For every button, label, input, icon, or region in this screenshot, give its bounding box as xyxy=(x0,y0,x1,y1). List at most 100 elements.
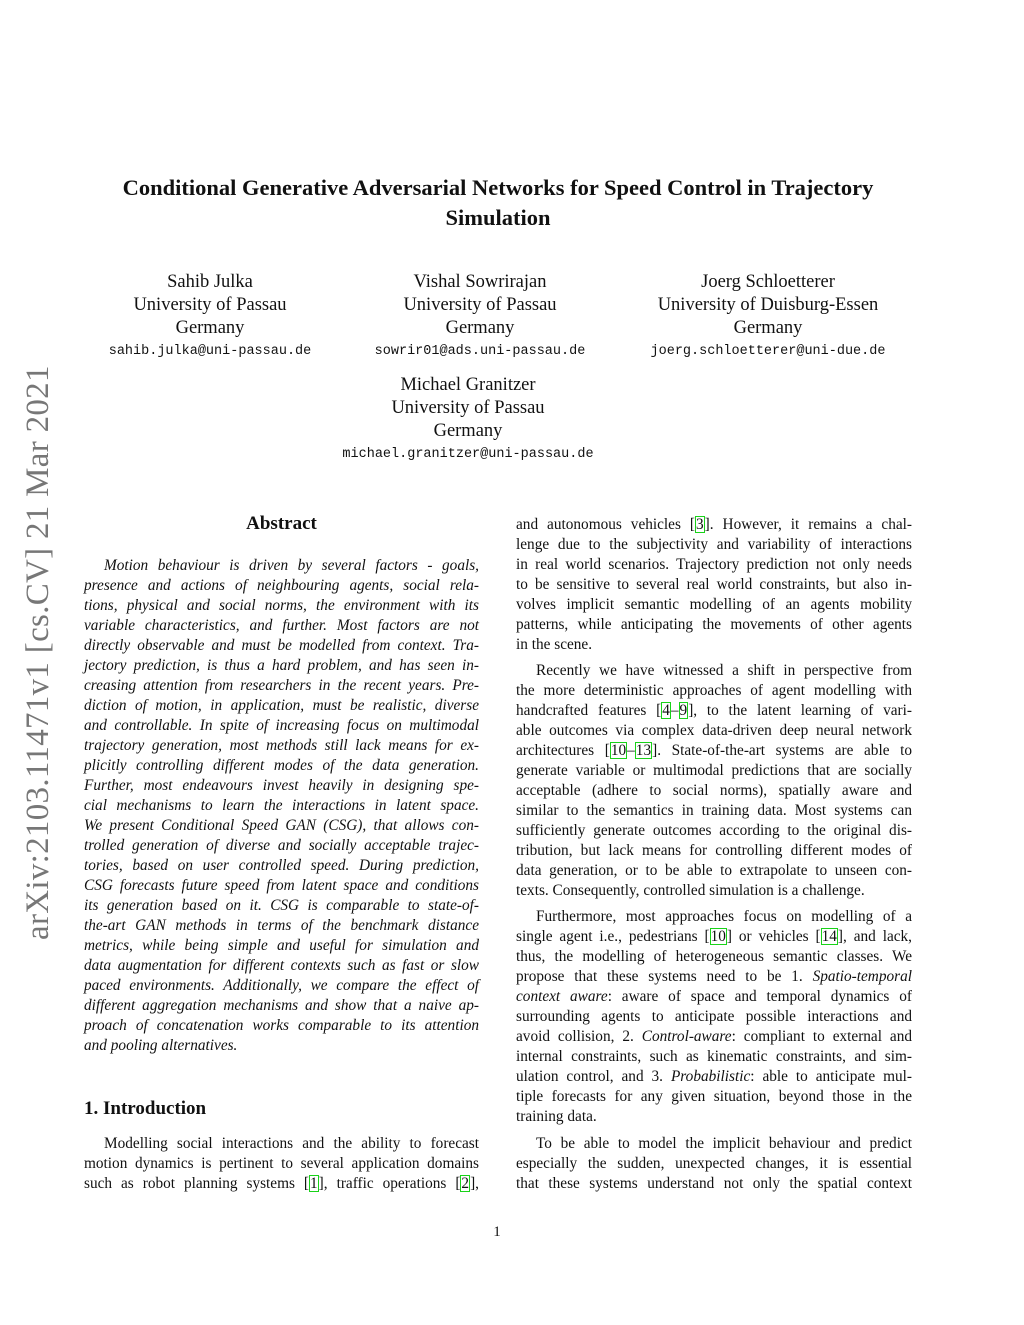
text-line: CSG forecasts future speed from latent s… xyxy=(84,877,479,894)
text-line: To be able to model the implicit behavio… xyxy=(536,1135,912,1152)
text-line: texts. Consequently, controlled simulati… xyxy=(516,882,865,899)
text-line: jectory prediction, is thus a hard probl… xyxy=(84,657,479,674)
text-line: ulation control, and 3. Probabilistic: a… xyxy=(516,1068,912,1085)
citation-link[interactable]: 1 xyxy=(309,1175,319,1192)
text-line: similar to the semantics in training dat… xyxy=(516,802,912,819)
text-line: Further, most endeavours invest heavily … xyxy=(84,777,479,794)
text-line: trolled generation of diverse and social… xyxy=(84,837,479,854)
text-line: proach of concatenation works comparable… xyxy=(84,1017,479,1034)
citation-link[interactable]: 2 xyxy=(460,1175,471,1192)
author-name: Michael Granitzer xyxy=(400,375,536,395)
text-line: such as robot planning systems [1], traf… xyxy=(84,1175,479,1192)
text-line: and autonomous vehicles [3]. However, it… xyxy=(516,516,912,533)
author-name: Sahib Julka xyxy=(167,272,253,292)
text-line: in the scene. xyxy=(516,636,593,653)
text-line: Motion behaviour is driven by several fa… xyxy=(104,557,479,574)
title-line: Conditional Generative Adversarial Netwo… xyxy=(122,175,874,200)
title-line: Simulation xyxy=(445,205,551,230)
text-line: lenge due to the subjectivity and variab… xyxy=(516,536,912,553)
text-line: its generation based on it. CSG is compa… xyxy=(84,897,479,914)
author-email: michael.granitzer@uni-passau.de xyxy=(342,447,594,462)
author-affiliation: University of Passau xyxy=(403,295,557,315)
author-block: Sahib Julka University of Passau Germany… xyxy=(50,271,370,362)
section-heading: 1. Introduction xyxy=(84,1098,207,1119)
citation-link[interactable]: 13 xyxy=(634,742,653,759)
citation-link[interactable]: 4 xyxy=(661,702,671,719)
citation-link[interactable]: 3 xyxy=(695,516,705,533)
author-block: Michael Granitzer University of Passau G… xyxy=(308,374,628,465)
author-block: Vishal Sowrirajan University of Passau G… xyxy=(320,271,640,362)
abstract-body: Motion behaviour is driven by several fa… xyxy=(84,556,479,1056)
text-line: to be sensitive to several real world co… xyxy=(516,576,912,593)
author-country: Germany xyxy=(433,421,503,441)
author-affiliation: University of Duisburg-Essen xyxy=(657,295,879,315)
text-line: thus, the modelling of heterogeneous sem… xyxy=(516,948,912,965)
text-line: patterns, while anticipating the movemen… xyxy=(516,616,912,633)
text-line: presence and actions of neighbouring age… xyxy=(84,577,479,594)
citation-link[interactable]: 10 xyxy=(709,928,727,945)
arxiv-stamp: arXiv:2103.11471v1 [cs.CV] 21 Mar 2021 xyxy=(20,365,56,940)
author-affiliation: University of Passau xyxy=(133,295,287,315)
text-line: avoid collision, 2. Control-aware: compl… xyxy=(516,1028,912,1045)
author-email: joerg.schloetterer@uni-due.de xyxy=(650,344,886,359)
author-email: sahib.julka@uni-passau.de xyxy=(108,344,312,359)
text-line: volves implicit semantic modelling of an… xyxy=(516,596,912,613)
text-line: handcrafted features [4–9], to the laten… xyxy=(516,702,912,719)
intro-paragraph: To be able to model the implicit behavio… xyxy=(516,1134,912,1194)
text-line: able outcomes via complex data-driven de… xyxy=(516,722,912,739)
text-line: plicitly controlling different modes of … xyxy=(84,757,479,774)
citation-link[interactable]: 10 xyxy=(609,742,628,759)
text-line: variable characteristics, and further. M… xyxy=(84,617,479,634)
text-line: Recently we have witnessed a shift in pe… xyxy=(536,662,912,679)
text-line: tiple forecasts for any given situation,… xyxy=(516,1088,912,1105)
text-line: surrounding agents to anticipate possibl… xyxy=(516,1008,912,1025)
text-line: sufficiently generate outcomes according… xyxy=(516,822,912,839)
text-line: context aware: aware of space and tempor… xyxy=(516,988,912,1005)
author-name: Vishal Sowrirajan xyxy=(413,272,547,292)
author-affiliation: University of Passau xyxy=(391,398,545,418)
citation-link[interactable]: 9 xyxy=(678,702,689,719)
intro-paragraph: and autonomous vehicles [3]. However, it… xyxy=(516,515,912,655)
intro-paragraph: Modelling social interactions and the ab… xyxy=(84,1134,479,1194)
author-country: Germany xyxy=(175,318,245,338)
text-line: different aggregation mechanisms and sho… xyxy=(84,997,479,1014)
text-line: and pooling alternatives. xyxy=(84,1037,238,1054)
text-line: paced environments. Additionally, we com… xyxy=(84,977,479,994)
text-line: and controllable. In spite of increasing… xyxy=(84,717,479,734)
text-line: internal constraints, such as kinematic … xyxy=(516,1048,912,1065)
text-line: the more deterministic approaches of age… xyxy=(516,682,912,699)
text-line: creasing attention from researchers in t… xyxy=(84,677,479,694)
text-line: acceptable (adhere to social norms), spa… xyxy=(516,782,912,799)
text-line: tribution, but lack means for controllin… xyxy=(516,842,912,859)
text-line: motion dynamics is pertinent to several … xyxy=(84,1155,479,1172)
text-line: diction of motion, in application, must … xyxy=(84,697,479,714)
text-line: architectures [10–13]. State-of-the-art … xyxy=(516,742,912,759)
text-line: We present Conditional Speed GAN (CSG), … xyxy=(84,817,479,834)
abstract-heading: Abstract xyxy=(246,513,317,534)
text-line: Furthermore, most approaches focus on mo… xyxy=(536,908,912,925)
text-line: in real world scenarios. Trajectory pred… xyxy=(516,556,912,573)
intro-paragraph: Recently we have witnessed a shift in pe… xyxy=(516,661,912,901)
text-line: directly observable and must be modelled… xyxy=(84,637,479,654)
author-block: Joerg Schloetterer University of Duisbur… xyxy=(608,271,928,362)
text-line: generate variable or multimodal predicti… xyxy=(516,762,912,779)
text-line: the-art GAN methods in terms of the benc… xyxy=(84,917,479,934)
paper-title: Conditional Generative Adversarial Netwo… xyxy=(60,173,936,233)
text-line: especially the sudden, unexpected change… xyxy=(516,1155,912,1172)
text-line: trajectory generation, most methods stil… xyxy=(84,737,479,754)
intro-paragraph: Furthermore, most approaches focus on mo… xyxy=(516,907,912,1127)
text-line: tions, physical and social norms, the en… xyxy=(84,597,479,614)
text-line: single agent i.e., pedestrians [10] or v… xyxy=(516,928,912,945)
text-line: tories, based on user controlled speed. … xyxy=(84,857,479,874)
text-line: cial mechanisms to learn the interaction… xyxy=(84,797,479,814)
author-name: Joerg Schloetterer xyxy=(701,272,835,292)
page-number: 1 xyxy=(493,1224,501,1240)
author-country: Germany xyxy=(445,318,515,338)
text-line: that these systems understand not only t… xyxy=(516,1175,912,1192)
author-email: sowrir01@ads.uni-passau.de xyxy=(374,344,586,359)
text-line: Modelling social interactions and the ab… xyxy=(104,1135,479,1152)
citation-link[interactable]: 14 xyxy=(820,928,838,945)
text-line: data augmentation for different contexts… xyxy=(84,957,479,974)
author-country: Germany xyxy=(733,318,803,338)
text-line: metrics, while being simple and useful f… xyxy=(84,937,479,954)
